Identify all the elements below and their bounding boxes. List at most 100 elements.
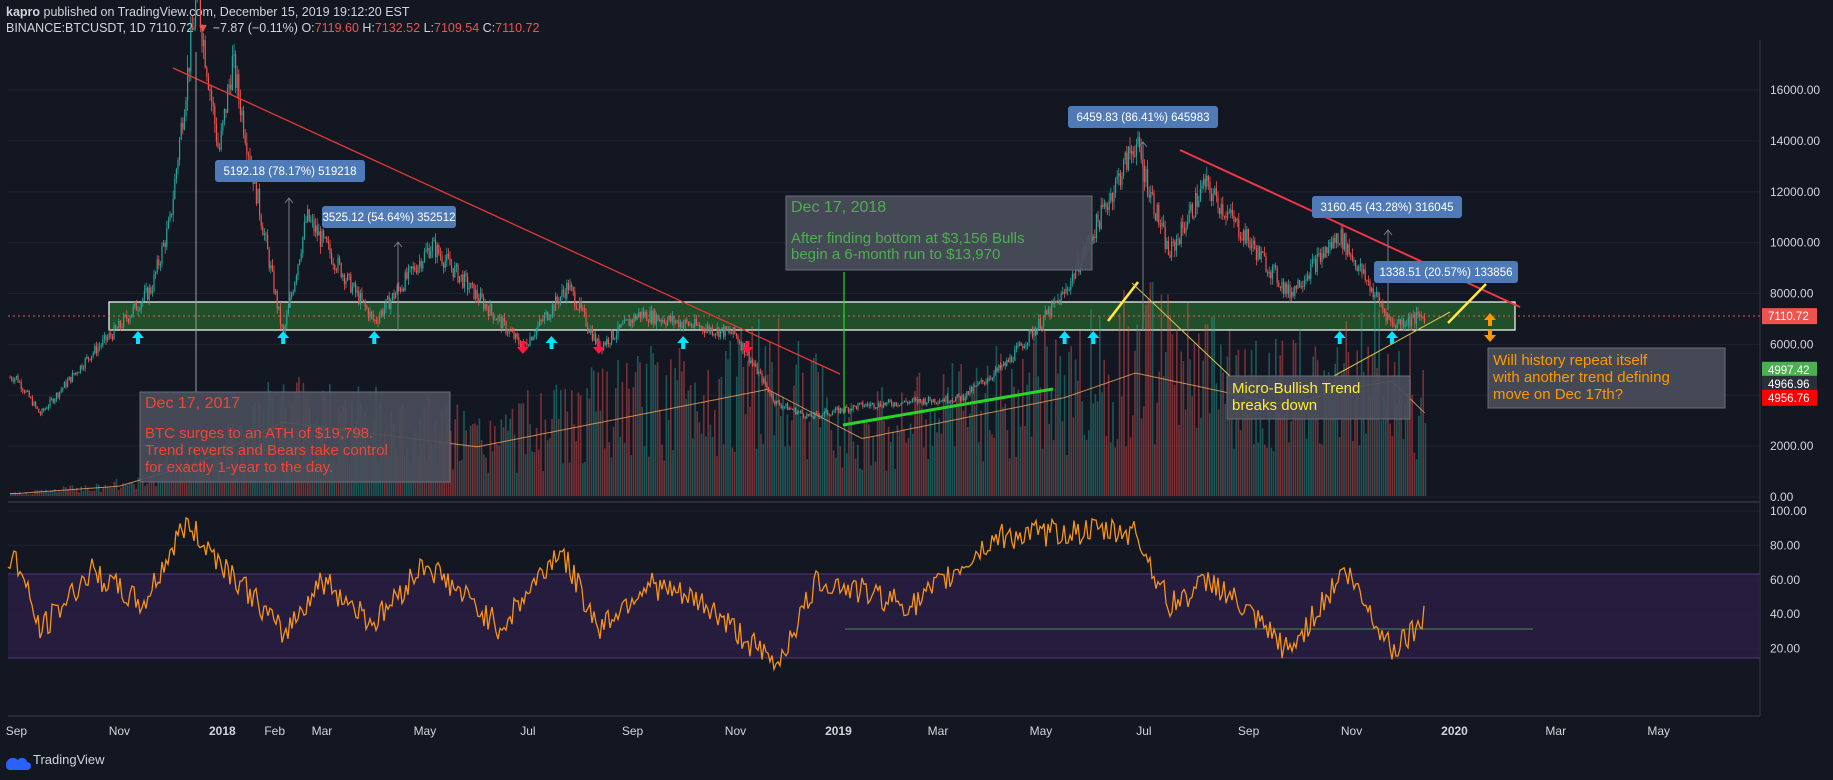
- volume-bar: [1358, 445, 1361, 496]
- candle-body: [947, 395, 949, 403]
- volume-bar: [1015, 456, 1017, 496]
- candle-body: [683, 324, 685, 328]
- volume-bar: [619, 436, 621, 496]
- volume-bar: [518, 403, 520, 496]
- volume-bar: [65, 487, 67, 496]
- volume-bar: [14, 492, 16, 496]
- candle-body: [1383, 309, 1385, 313]
- annotation-box-micro[interactable]: [1226, 375, 1411, 420]
- time-axis[interactable]: Sep Nov 2018 Feb Mar May Jul Sep Nov 2019 Mar May Ju…: [6, 724, 1670, 738]
- footer-brand[interactable]: TradingView: [33, 752, 105, 767]
- recent-down-trendline[interactable]: [1179, 149, 1521, 308]
- volume-bar: [1092, 403, 1094, 496]
- candle-body: [1228, 212, 1230, 214]
- volume-bar: [1294, 343, 1297, 496]
- candle-body: [827, 410, 829, 415]
- volume-bar: [665, 375, 668, 496]
- candle-body: [131, 314, 133, 318]
- volume-bar: [885, 470, 888, 496]
- volume-bar: [804, 418, 806, 496]
- volume-bar: [1217, 409, 1220, 496]
- candle-body: [52, 398, 54, 403]
- volume-bar: [1352, 441, 1354, 496]
- low-value: 7109.54: [434, 21, 480, 35]
- candle-body: [556, 296, 558, 302]
- measure-label-2-box[interactable]: [322, 206, 456, 228]
- volume-bar: [1156, 402, 1158, 496]
- volume-bar: [617, 359, 619, 496]
- micro-trendline-2[interactable]: [1447, 283, 1487, 324]
- candle-body: [711, 327, 713, 335]
- candle-body: [628, 319, 630, 326]
- volume-bar: [696, 411, 698, 496]
- candle-body: [899, 405, 901, 407]
- volume-bar: [1330, 382, 1332, 496]
- price-axis[interactable]: 0.002000.004000.006000.008000.0010000.00…: [1770, 83, 1820, 504]
- measure-label-4-box[interactable]: [1312, 196, 1462, 218]
- candle-body: [694, 318, 696, 327]
- annotation-box-question[interactable]: [1487, 347, 1726, 409]
- candle-body: [84, 358, 86, 369]
- measure-label-5-box[interactable]: [1374, 261, 1518, 283]
- tradingview-logo-icon: [5, 757, 32, 770]
- candle-body: [785, 403, 787, 407]
- candle-body: [1193, 216, 1195, 218]
- volume-bar: [621, 381, 624, 496]
- volume-bar: [705, 436, 707, 496]
- candle-body: [563, 289, 565, 293]
- volume-bar: [740, 327, 742, 496]
- candle-body: [203, 40, 205, 47]
- volume-bar: [1303, 389, 1306, 496]
- annotation-box-2018[interactable]: [785, 195, 1093, 271]
- micro-trendline-1[interactable]: [1107, 281, 1139, 322]
- price-tag-box: [1762, 389, 1817, 406]
- candle-body: [161, 246, 163, 264]
- volume-bar: [458, 461, 461, 496]
- measure-label-1-box[interactable]: [215, 160, 365, 182]
- candle-body: [503, 317, 505, 322]
- major-down-trendline[interactable]: [172, 67, 841, 375]
- volume-bar: [995, 346, 998, 496]
- volume-bar: [18, 491, 21, 496]
- volume-bar: [861, 469, 863, 496]
- candle-body: [830, 414, 832, 416]
- bottom-up-trendline[interactable]: [842, 387, 1054, 427]
- candle-body: [961, 395, 963, 401]
- volume-bar: [936, 432, 938, 496]
- volume-bar: [1123, 289, 1125, 496]
- candle-body: [139, 309, 141, 311]
- volume-bar: [1420, 397, 1422, 496]
- candle-body: [212, 100, 214, 107]
- volume-bar: [764, 346, 767, 496]
- candle-body: [175, 169, 177, 180]
- candle-body: [884, 402, 886, 405]
- volume-bar: [751, 326, 753, 496]
- symbol-label[interactable]: BINANCE:BTCUSDT, 1D: [6, 21, 146, 35]
- author-name[interactable]: kapro: [6, 5, 41, 19]
- candle-body: [399, 288, 401, 292]
- volume-bar: [188, 470, 190, 496]
- volume-bar: [210, 479, 212, 496]
- candle-body: [43, 408, 45, 411]
- candle-body: [582, 307, 584, 309]
- volume-bar: [637, 356, 639, 496]
- candle-body: [916, 399, 918, 403]
- measure-label-3-box[interactable]: [1068, 106, 1218, 128]
- volume-bar: [456, 404, 459, 496]
- annotation-box-2017[interactable]: [139, 391, 451, 483]
- candle-body: [1174, 241, 1176, 251]
- candle-body: [215, 124, 217, 142]
- candle-body: [47, 406, 49, 409]
- volume-bar: [1182, 361, 1185, 496]
- candle-body: [1411, 317, 1413, 327]
- candle-body: [1203, 178, 1205, 185]
- candle-body: [996, 368, 998, 371]
- candle-body: [779, 401, 781, 406]
- candle-body: [246, 142, 248, 154]
- candle-body: [340, 263, 342, 278]
- annotation-2018-line1: After finding bottom at $3,156 Bulls: [791, 230, 1024, 247]
- candle-body: [291, 294, 293, 298]
- rsi-axis[interactable]: 20.00 40.00 60.00 80.00 100.00: [1770, 504, 1807, 656]
- candle-body: [219, 147, 221, 150]
